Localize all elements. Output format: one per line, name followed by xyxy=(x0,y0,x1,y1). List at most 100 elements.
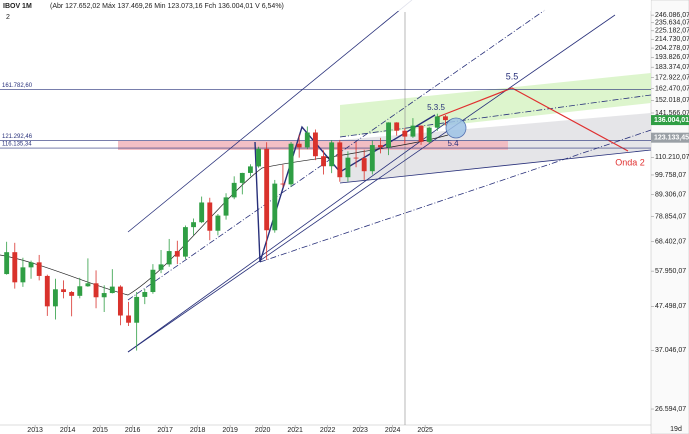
candle-body xyxy=(20,267,26,283)
candle-body xyxy=(345,157,351,178)
candle-body xyxy=(150,269,156,293)
candle-body xyxy=(93,283,99,298)
x-tick-label: 2019 xyxy=(222,427,238,434)
header-bar xyxy=(0,0,651,11)
y-tick-label: 152.018,07 xyxy=(655,97,689,104)
y-tick-label: 37.046,07 xyxy=(655,347,686,354)
candle-body xyxy=(101,293,107,298)
candle-body xyxy=(182,227,188,257)
y-tick-label: 110.210,07 xyxy=(655,154,689,161)
candle-body xyxy=(256,148,261,167)
price-axis xyxy=(650,0,689,434)
candle-body xyxy=(61,289,66,293)
candle-body xyxy=(377,145,383,148)
y-tick-label: 214.730,07 xyxy=(655,36,689,43)
candle-body xyxy=(142,292,148,297)
candle-body xyxy=(264,148,270,231)
y-tick-label: 162.470,07 xyxy=(655,85,689,92)
candle-body xyxy=(329,142,335,167)
y-tick-label: 57.950,07 xyxy=(655,268,686,275)
y-tick-label: 225.182,07 xyxy=(655,28,689,35)
candle-body xyxy=(36,262,42,276)
candle-body xyxy=(199,202,205,223)
candle-body xyxy=(296,143,302,148)
projection-line xyxy=(434,87,629,152)
candle-body xyxy=(280,183,286,185)
price-tag xyxy=(651,115,689,126)
candle-body xyxy=(215,215,221,231)
timeframe-label: 19d xyxy=(670,426,682,433)
ohlc-readout: (Abr 127.652,02 Máx 137.469,26 Min 123.0… xyxy=(50,3,284,10)
wave-label: Onda 2 xyxy=(615,157,645,167)
candle-body xyxy=(166,251,172,265)
level-label: 116.135,34 xyxy=(2,142,32,148)
x-tick-label: 2024 xyxy=(385,427,401,434)
y-tick-label: 204.278,07 xyxy=(655,45,689,52)
candle-body xyxy=(126,315,131,323)
symbol[interactable]: IBOV 1M xyxy=(3,3,32,10)
candle-body xyxy=(361,158,367,172)
price-tag xyxy=(651,132,689,143)
target-marker xyxy=(445,117,467,139)
candle-body xyxy=(247,166,253,173)
y-tick-label: 246.086,07 xyxy=(655,12,689,19)
candle-body xyxy=(394,122,400,131)
x-tick-label: 2013 xyxy=(27,427,43,434)
candle-body xyxy=(85,283,91,287)
y-tick-label: 183.374,07 xyxy=(655,64,689,71)
x-tick-label: 2014 xyxy=(60,427,76,434)
trend-lines xyxy=(127,0,652,353)
y-tick-label: 172.922,07 xyxy=(655,74,689,81)
candle-body xyxy=(109,286,115,294)
wave-label: 5.5 xyxy=(506,71,519,81)
candle-body xyxy=(288,143,294,185)
y-tick-label: 235.634,07 xyxy=(655,20,689,27)
candle-body xyxy=(353,157,359,159)
candle-body xyxy=(69,292,75,296)
y-tick-label: 89.306,07 xyxy=(655,191,686,198)
candle-body xyxy=(369,145,375,172)
candle-body xyxy=(321,156,326,167)
y-tick-label: 26.594,07 xyxy=(655,406,686,413)
candle-body xyxy=(77,286,83,296)
y-tick-label: 99.758,07 xyxy=(655,172,686,179)
y-tick-label: 47.498,07 xyxy=(655,303,686,310)
candle-body xyxy=(117,286,123,316)
candle-body xyxy=(239,172,245,183)
candle-body xyxy=(312,132,318,157)
candle-body xyxy=(52,289,58,307)
x-tick-label: 2023 xyxy=(352,427,368,434)
candle-body xyxy=(4,252,10,275)
y-tick-label: 193.826,07 xyxy=(655,54,689,61)
candle-body xyxy=(134,296,140,323)
candle-body xyxy=(337,142,343,178)
candle-body xyxy=(402,130,408,137)
y-tick-label: 78.854,07 xyxy=(655,213,686,220)
candle-body xyxy=(28,262,34,268)
candle-body xyxy=(418,125,424,142)
y-tick-label: 68.402,07 xyxy=(655,239,686,246)
candle-body xyxy=(272,183,278,231)
x-tick-label: 2017 xyxy=(157,427,173,434)
candle-body xyxy=(434,116,440,128)
candle-body xyxy=(191,222,196,228)
candle-body xyxy=(426,127,432,142)
x-tick-label: 2015 xyxy=(92,427,108,434)
candle-body xyxy=(442,116,448,121)
candle-body xyxy=(386,122,391,148)
level-label: 161.782,60 xyxy=(2,83,33,89)
moving-average xyxy=(0,134,449,296)
level-label: 121.292,46 xyxy=(2,134,33,140)
x-tick-label: 2025 xyxy=(417,427,433,434)
candle-body xyxy=(410,125,416,137)
x-tick-label: 2016 xyxy=(125,427,141,434)
x-tick-label: 2021 xyxy=(287,427,303,434)
wave-label: 5.3.5 xyxy=(427,103,445,112)
target-zone xyxy=(340,73,651,137)
candle-body xyxy=(231,182,237,198)
candle-body xyxy=(44,275,50,307)
y-tick-label: 141.566,07 xyxy=(655,110,689,117)
x-tick-label: 2020 xyxy=(255,427,271,434)
